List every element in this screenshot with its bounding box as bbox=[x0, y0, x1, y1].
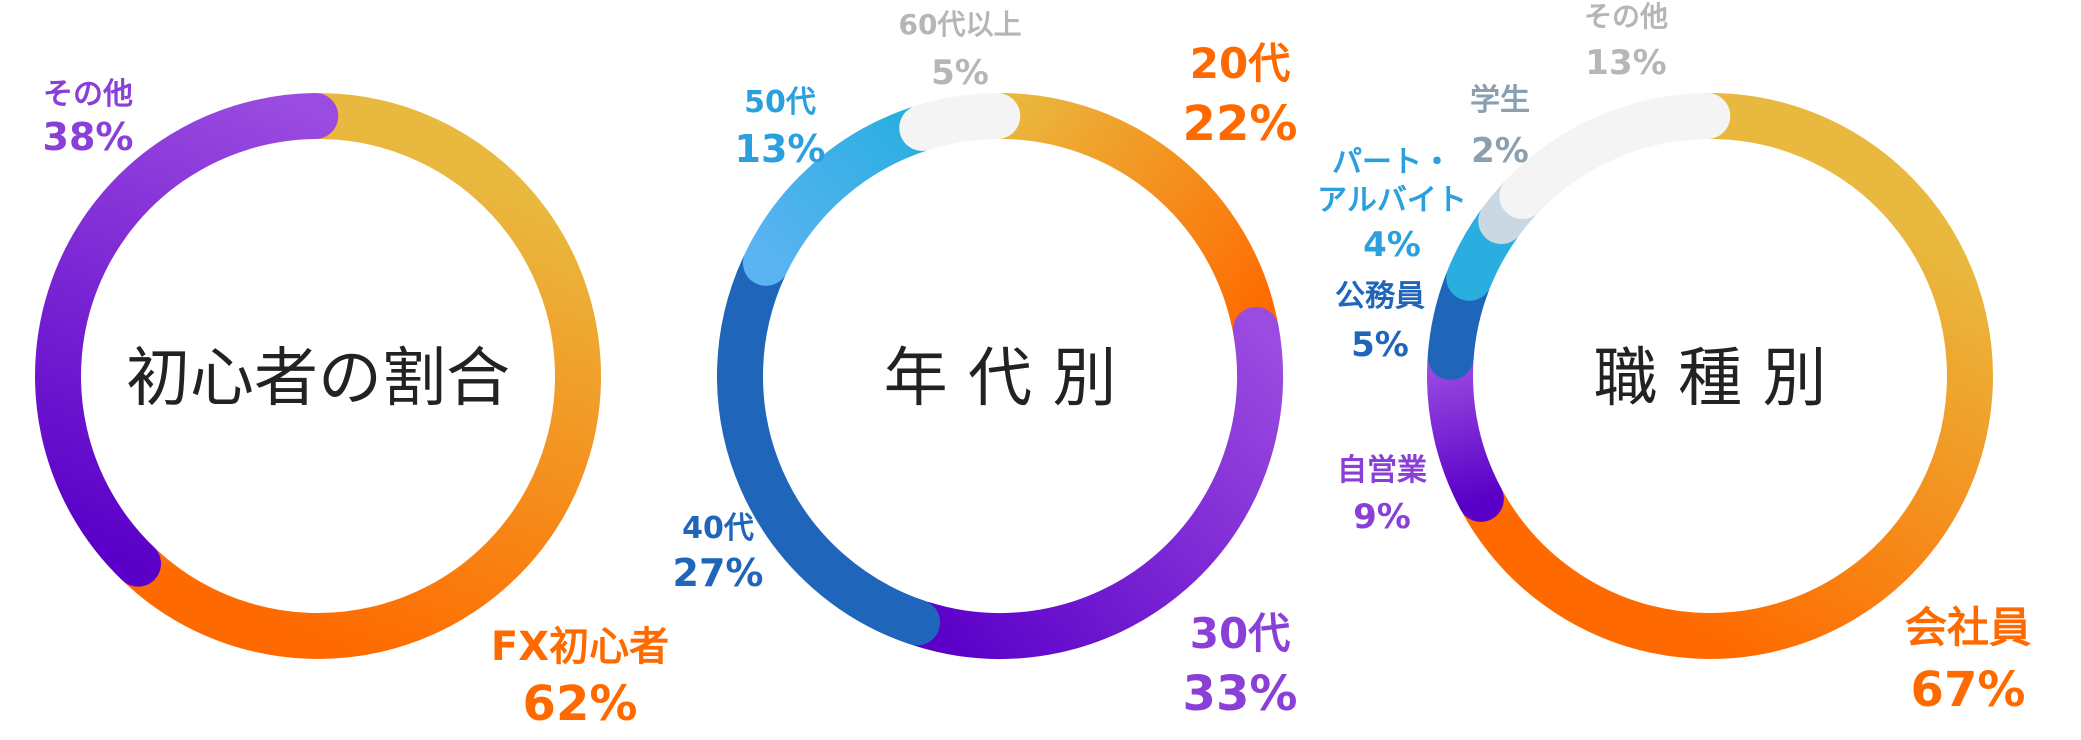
chart3-label-employee-pct: 67% bbox=[1911, 662, 2026, 718]
chart-beginner-ratio: 初心者の割合 その他 38% FX初心者 62% bbox=[35, 77, 669, 732]
chart2-ring bbox=[717, 93, 1283, 659]
chart3-label-parttime-pct: 4% bbox=[1363, 225, 1421, 265]
chart1-label-other-name: その他 bbox=[43, 77, 133, 112]
chart1-center-title: 初心者の割合 bbox=[126, 342, 510, 416]
chart2-label-20s-pct: 22% bbox=[1183, 96, 1298, 152]
chart2-slice-60s-plus bbox=[899, 93, 1021, 151]
chart1-slice-other bbox=[35, 93, 339, 587]
chart3-label-student-pct: 2% bbox=[1471, 131, 1529, 171]
chart2-slice-30s bbox=[899, 306, 1283, 659]
chart2-center-title: 年 代 別 bbox=[884, 342, 1117, 416]
chart3-center-title: 職 種 別 bbox=[1594, 342, 1827, 416]
chart2-slice-20s bbox=[979, 93, 1278, 348]
chart3-label-other-name: その他 bbox=[1584, 0, 1668, 33]
chart1-slice-beginner bbox=[119, 93, 601, 659]
chart2-label-30s-pct: 33% bbox=[1183, 666, 1298, 722]
chart3-label-student-name: 学生 bbox=[1470, 83, 1530, 118]
chart2-label-60s-name: 60代以上 bbox=[899, 8, 1022, 41]
chart1-label-other-pct: 38% bbox=[43, 115, 134, 159]
chart2-label-50s-pct: 13% bbox=[735, 127, 826, 171]
chart3-slice-employee bbox=[1460, 93, 1993, 659]
chart3-label-selfemployed-pct: 9% bbox=[1353, 497, 1411, 537]
chart2-label-40s-pct: 27% bbox=[673, 551, 764, 595]
chart-occupation: 職 種 別 その他 13% 学生 2% パート・ アルバイト 4% 公務員 5%… bbox=[1317, 0, 2031, 718]
chart3-label-selfemployed-name: 自営業 bbox=[1337, 453, 1427, 488]
chart-age: 年 代 別 60代以上 5% 20代 22% 50代 13% 40代 27% 3… bbox=[673, 8, 1298, 722]
chart3-label-civil-pct: 5% bbox=[1351, 325, 1409, 365]
chart3-inner-disc bbox=[1470, 136, 1950, 616]
chart2-label-40s-name: 40代 bbox=[682, 511, 754, 546]
chart1-label-beginner-pct: 62% bbox=[523, 676, 638, 732]
chart2-label-20s-name: 20代 bbox=[1190, 39, 1290, 88]
chart1-ring bbox=[35, 93, 601, 659]
chart2-inner-disc bbox=[760, 136, 1240, 616]
chart2-label-50s-name: 50代 bbox=[744, 85, 816, 120]
chart3-ring bbox=[1427, 93, 1993, 659]
chart3-label-employee-name: 会社員 bbox=[1905, 603, 2031, 652]
chart2-slice-40s bbox=[717, 244, 941, 646]
chart2-slice-50s bbox=[742, 106, 941, 286]
chart3-slice-other bbox=[1499, 93, 1731, 220]
chart1-inner-disc bbox=[78, 136, 558, 616]
chart3-label-parttime-name: パート・ bbox=[1332, 145, 1452, 180]
chart1-label-beginner-name: FX初心者 bbox=[491, 624, 669, 670]
chart3-label-parttime-name2: アルバイト bbox=[1317, 183, 1467, 218]
chart3-label-other-pct: 13% bbox=[1585, 43, 1666, 83]
chart2-label-30s-name: 30代 bbox=[1190, 609, 1290, 658]
chart3-label-civil-name: 公務員 bbox=[1335, 279, 1425, 314]
chart2-label-60s-pct: 5% bbox=[931, 53, 989, 93]
